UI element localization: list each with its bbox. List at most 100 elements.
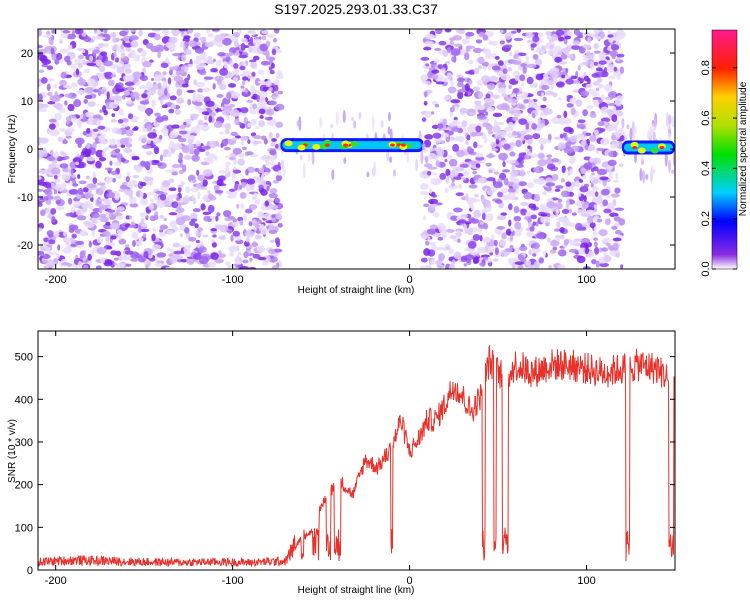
- spectrogram-cell: [75, 210, 82, 216]
- spectrogram-cell: [476, 144, 484, 149]
- spectrogram-cell: [250, 29, 257, 36]
- spectrogram-peak-max: [343, 143, 349, 147]
- spectrogram-cell: [435, 29, 443, 35]
- spectrogram-cell: [180, 215, 191, 222]
- spectrogram-cell: [88, 240, 92, 248]
- spectrogram-cell: [564, 46, 572, 52]
- spectrogram-cell: [610, 44, 620, 51]
- spectrogram-cell: [570, 182, 576, 188]
- spectrogram-cell: [545, 182, 556, 187]
- spectrogram-cell: [535, 73, 544, 81]
- spectrogram-cell: [469, 111, 475, 116]
- spectrogram-cell: [265, 51, 270, 59]
- spectrogram-ylabel: Frequency (Hz): [7, 115, 18, 184]
- spectrogram-cell: [273, 84, 279, 92]
- spectrogram-cell: [189, 148, 195, 155]
- spectrogram-cell: [611, 114, 618, 123]
- spectrogram-cell: [80, 161, 85, 169]
- spectrogram-cell: [125, 47, 132, 52]
- spectrogram-cell: [176, 258, 183, 263]
- spectrogram-cell: [120, 44, 124, 51]
- spectrogram-cell: [561, 208, 570, 215]
- spectrogram-cell: [450, 48, 461, 56]
- spectrogram-cell: [181, 54, 187, 62]
- spectrogram-cell: [485, 162, 492, 167]
- spectrogram-cell: [232, 230, 241, 237]
- spectrogram-cell: [519, 169, 525, 177]
- spectrogram-cell: [198, 246, 207, 253]
- spectrogram-cell: [265, 80, 272, 88]
- snr-xtick-label: -200: [45, 575, 67, 587]
- snr-ytick-label: 100: [15, 522, 33, 534]
- spectrogram-cell: [251, 71, 256, 77]
- spectrogram-cell: [262, 171, 270, 176]
- spectrogram-cell: [524, 154, 530, 160]
- spectrogram-cell: [177, 55, 181, 61]
- spectrogram-cell: [48, 123, 56, 130]
- spectrogram-cell: [529, 264, 536, 268]
- spectrogram-cell: [608, 75, 616, 80]
- spectrogram-cell: [40, 77, 48, 84]
- spectrogram-cell: [68, 188, 79, 195]
- spectrogram-cell: [250, 132, 257, 137]
- spectrogram-cell: [420, 190, 429, 196]
- spectrogram-cell: [597, 168, 608, 176]
- spectrogram-cell: [611, 141, 616, 150]
- spectrogram-cell: [465, 45, 471, 53]
- spectrogram-cell: [557, 198, 562, 203]
- spectrogram-cell: [63, 155, 70, 160]
- spectrogram-cell: [601, 247, 608, 252]
- spectrogram-cell: [466, 197, 477, 203]
- spectrogram-cell: [556, 114, 562, 119]
- spectrogram-cell: [238, 61, 247, 68]
- spectrogram-cell: [557, 264, 566, 269]
- spectrogram-cell: [420, 56, 430, 61]
- spectrogram-cell: [240, 135, 248, 141]
- spectrogram-cell: [428, 241, 436, 246]
- spectrogram-cell: [262, 86, 268, 92]
- spectrogram-cell: [430, 224, 438, 230]
- spectrogram-cell: [235, 46, 240, 51]
- spectrogram-cell: [239, 219, 244, 226]
- spectrogram-cell: [225, 161, 231, 166]
- spectrogram-cell: [485, 213, 494, 222]
- spectrogram-cell: [616, 95, 624, 101]
- colorbar-gradient: [711, 29, 738, 270]
- spectrogram-cell: [478, 91, 483, 99]
- spectrogram-cell: [589, 135, 597, 142]
- spectrogram-cell: [48, 118, 57, 123]
- spectrogram-cell: [606, 97, 611, 105]
- spectrogram-cell: [447, 155, 453, 160]
- spectrogram-cell: [151, 244, 162, 250]
- spectrogram-cell: [68, 197, 73, 205]
- spectrogram-heatmap: [38, 29, 675, 269]
- spectrogram-cell: [514, 261, 525, 265]
- spectrogram-cell: [123, 147, 133, 154]
- spectrogram-cell: [100, 184, 106, 191]
- spectrogram-cell: [86, 193, 94, 199]
- spectrogram-cell: [143, 251, 149, 258]
- spectrogram-cell: [606, 109, 614, 114]
- spectrogram-cell: [63, 138, 67, 145]
- spectrogram-cell: [457, 81, 464, 88]
- spectrogram-cell: [458, 183, 462, 190]
- spectrogram-cell: [606, 195, 611, 199]
- spectrogram-peak: [323, 139, 332, 146]
- spectrogram-cell: [250, 85, 256, 92]
- spectrogram-cell: [457, 91, 464, 100]
- spectrogram-cell: [219, 224, 223, 232]
- spectrogram-cell: [513, 37, 524, 42]
- spectrogram-cell: [482, 223, 489, 230]
- spectrogram-cell: [116, 66, 125, 74]
- spectrogram-cell: [514, 49, 519, 55]
- spectrogram-cell: [610, 193, 620, 198]
- spectrogram-cell: [519, 245, 528, 252]
- spectrogram-cell: [214, 189, 224, 194]
- spectrogram-cell: [468, 184, 478, 189]
- spectrogram-cell: [587, 36, 592, 44]
- spectrogram-cell: [463, 248, 474, 252]
- spectrogram-cell: [83, 148, 92, 157]
- spectrogram-cell: [509, 175, 517, 182]
- spectrogram-cell: [122, 35, 132, 42]
- spectrogram-cell: [452, 259, 456, 265]
